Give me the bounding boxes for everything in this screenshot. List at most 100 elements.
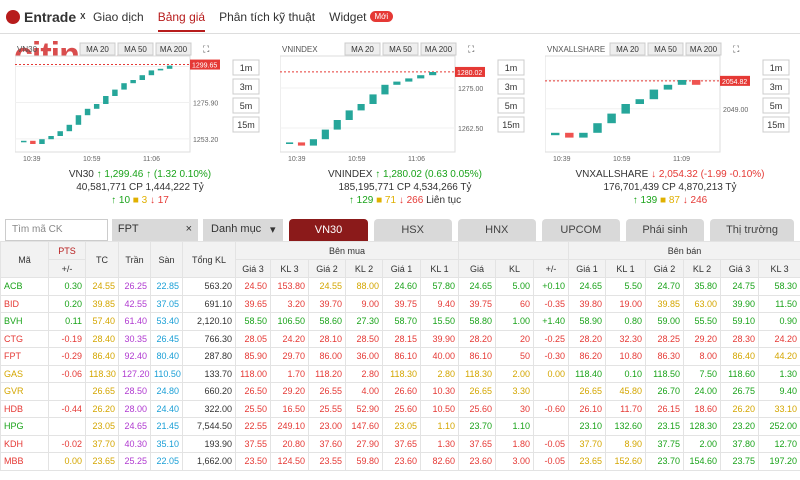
symbol: MBB	[0, 452, 49, 471]
unchanged: ■ 87	[660, 195, 680, 206]
candle	[321, 129, 329, 140]
watchlist-input[interactable]: FPT ×	[111, 219, 199, 241]
ma-button[interactable]	[117, 42, 154, 56]
ma-button[interactable]	[382, 42, 419, 56]
cell: 39.90	[720, 294, 760, 313]
stock-row[interactable]: GAS -0.06 118.30 127.20 110.50 133.70 118.00 1.…	[0, 364, 800, 383]
candle	[157, 68, 164, 71]
nav-link[interactable]: Giao dịch	[93, 9, 144, 24]
ma-button[interactable]	[155, 42, 192, 56]
ma-button[interactable]	[609, 42, 646, 56]
candle	[565, 132, 574, 138]
cell: 28.15	[382, 329, 421, 348]
cell: 118.30	[85, 364, 119, 383]
cell: 1.10	[495, 417, 534, 436]
cell: 57.80	[420, 277, 459, 296]
column-header: Giá 1	[382, 259, 421, 278]
cell: 2,120.10	[182, 312, 236, 331]
column-header: Giá 2	[645, 259, 685, 278]
candle	[369, 94, 377, 104]
interval-button[interactable]	[762, 59, 790, 76]
watchlist-name: FPT	[117, 223, 139, 235]
cell: 37.75	[645, 434, 685, 453]
interval-button[interactable]	[232, 116, 260, 133]
ma-button[interactable]	[685, 42, 722, 56]
stock-row[interactable]: ACB 0.30 24.55 26.25 22.85 563.20 24.50 153.80 2…	[0, 277, 800, 296]
interval-button[interactable]	[497, 59, 525, 76]
interval-button[interactable]	[762, 78, 790, 95]
stock-row[interactable]: GVR 26.65 28.50 24.80 660.20 26.50 29.20 26.55 4…	[0, 382, 800, 401]
cell: 28.05	[235, 329, 271, 348]
cell: 7.50	[683, 364, 722, 383]
interval-label: 5m	[770, 101, 783, 111]
interval-button[interactable]	[497, 78, 525, 95]
ma-button[interactable]	[420, 42, 457, 56]
index-name: VNXALLSHARE	[575, 169, 649, 180]
stock-row[interactable]: KDH -0.02 37.70 40.30 35.10 193.90 37.55 20.80 3…	[0, 434, 800, 453]
stock-row[interactable]: HDB -0.44 26.20 28.00 24.40 322.00 25.50 16.50 2…	[0, 399, 800, 418]
board-tab[interactable]: HNX	[457, 219, 536, 241]
nav-link[interactable]: Phân tích kỹ thuật	[219, 9, 316, 24]
interval-button[interactable]	[762, 116, 790, 133]
cell: 26.50	[235, 382, 271, 401]
interval-button[interactable]	[232, 78, 260, 95]
cell: 118.30	[382, 364, 421, 383]
ma-button[interactable]	[344, 42, 381, 56]
board-tab[interactable]: Thị trường	[710, 219, 794, 241]
stock-row[interactable]: CTG -0.19 28.40 30.35 26.45 766.30 28.05 24.20 2…	[0, 329, 800, 348]
interval-button[interactable]	[232, 97, 260, 114]
board-tab[interactable]: Phái sinh	[625, 219, 705, 241]
stock-row[interactable]: BVH 0.11 57.40 61.40 53.40 2,120.10 58.50 106.5…	[0, 312, 800, 331]
settings-icon[interactable]: ⛶	[467, 44, 475, 54]
ma-label: MA 20	[351, 45, 374, 54]
cell: 16.50	[270, 399, 309, 418]
board-tab[interactable]: UPCOM	[541, 219, 620, 241]
session-status: Liên tục	[426, 195, 462, 206]
board-tab[interactable]: VN30	[289, 219, 368, 241]
header: Entrade X Giao dịch Bảng giá Phân tích kỹ t…	[0, 0, 800, 34]
nav-link[interactable]: Bảng giá	[157, 10, 206, 32]
cell: 118.40	[568, 364, 607, 383]
cell: +1.40	[532, 312, 570, 331]
column-header: Giá 2	[308, 259, 346, 278]
index-line: VNINDEX ↑ 1,280.02 (0.63 0.05%)	[280, 168, 530, 181]
cell: 1.80	[495, 434, 534, 453]
settings-icon[interactable]: ⛶	[202, 44, 210, 54]
board-tab[interactable]: HSX	[373, 219, 452, 241]
search-box[interactable]: Tìm mã CK	[5, 219, 108, 241]
nav-link[interactable]: Widget	[329, 9, 367, 24]
stock-row[interactable]: BID 0.20 39.85 42.55 37.05 691.10 39.65 3.20 39.…	[0, 294, 800, 313]
cell: 252.00	[758, 417, 800, 436]
cell: 24.55	[85, 277, 119, 296]
cell: 26.55	[308, 382, 346, 401]
cell: 24.55	[308, 277, 346, 296]
settings-icon[interactable]: ⛶	[732, 44, 740, 54]
interval-button[interactable]	[497, 97, 525, 114]
cell: 20	[495, 329, 534, 348]
interval-button[interactable]	[232, 59, 260, 76]
candle	[649, 89, 659, 100]
declines: ↓ 17	[149, 195, 169, 206]
header-row: Mã PTS TC Trần Sàn Tổng KL Bên mua Bên bán	[0, 241, 800, 278]
cell: 39.75	[382, 294, 421, 313]
cell: 26.20	[85, 399, 119, 418]
cell: 57.40	[85, 312, 119, 331]
stock-row[interactable]: MBB 0.00 23.65 25.25 22.05 1,662.00 23.50 124.5…	[0, 452, 800, 471]
cell: 24.70	[645, 277, 685, 296]
cell	[532, 417, 570, 436]
cell: -0.02	[48, 434, 86, 453]
stock-row[interactable]: HPG 23.05 24.65 21.45 7,544.50 22.55 249.10 23.…	[0, 417, 800, 436]
symbol: HDB	[0, 399, 49, 418]
ma-button[interactable]	[79, 42, 116, 56]
cell: 25.60	[458, 399, 496, 418]
list-dropdown[interactable]: Danh mục ▾	[203, 219, 284, 241]
cell: 52.90	[345, 399, 383, 418]
index-name: VN30	[68, 169, 94, 180]
cell: 322.00	[182, 399, 236, 418]
cell: 26.65	[568, 382, 607, 401]
interval-button[interactable]	[762, 97, 790, 114]
interval-button[interactable]	[497, 116, 525, 133]
stock-row[interactable]: FPT -0.29 86.40 92.40 80.40 287.80 85.90 29.70 8…	[0, 347, 800, 366]
ma-button[interactable]	[647, 42, 684, 56]
interval-label: 1m	[240, 63, 253, 73]
